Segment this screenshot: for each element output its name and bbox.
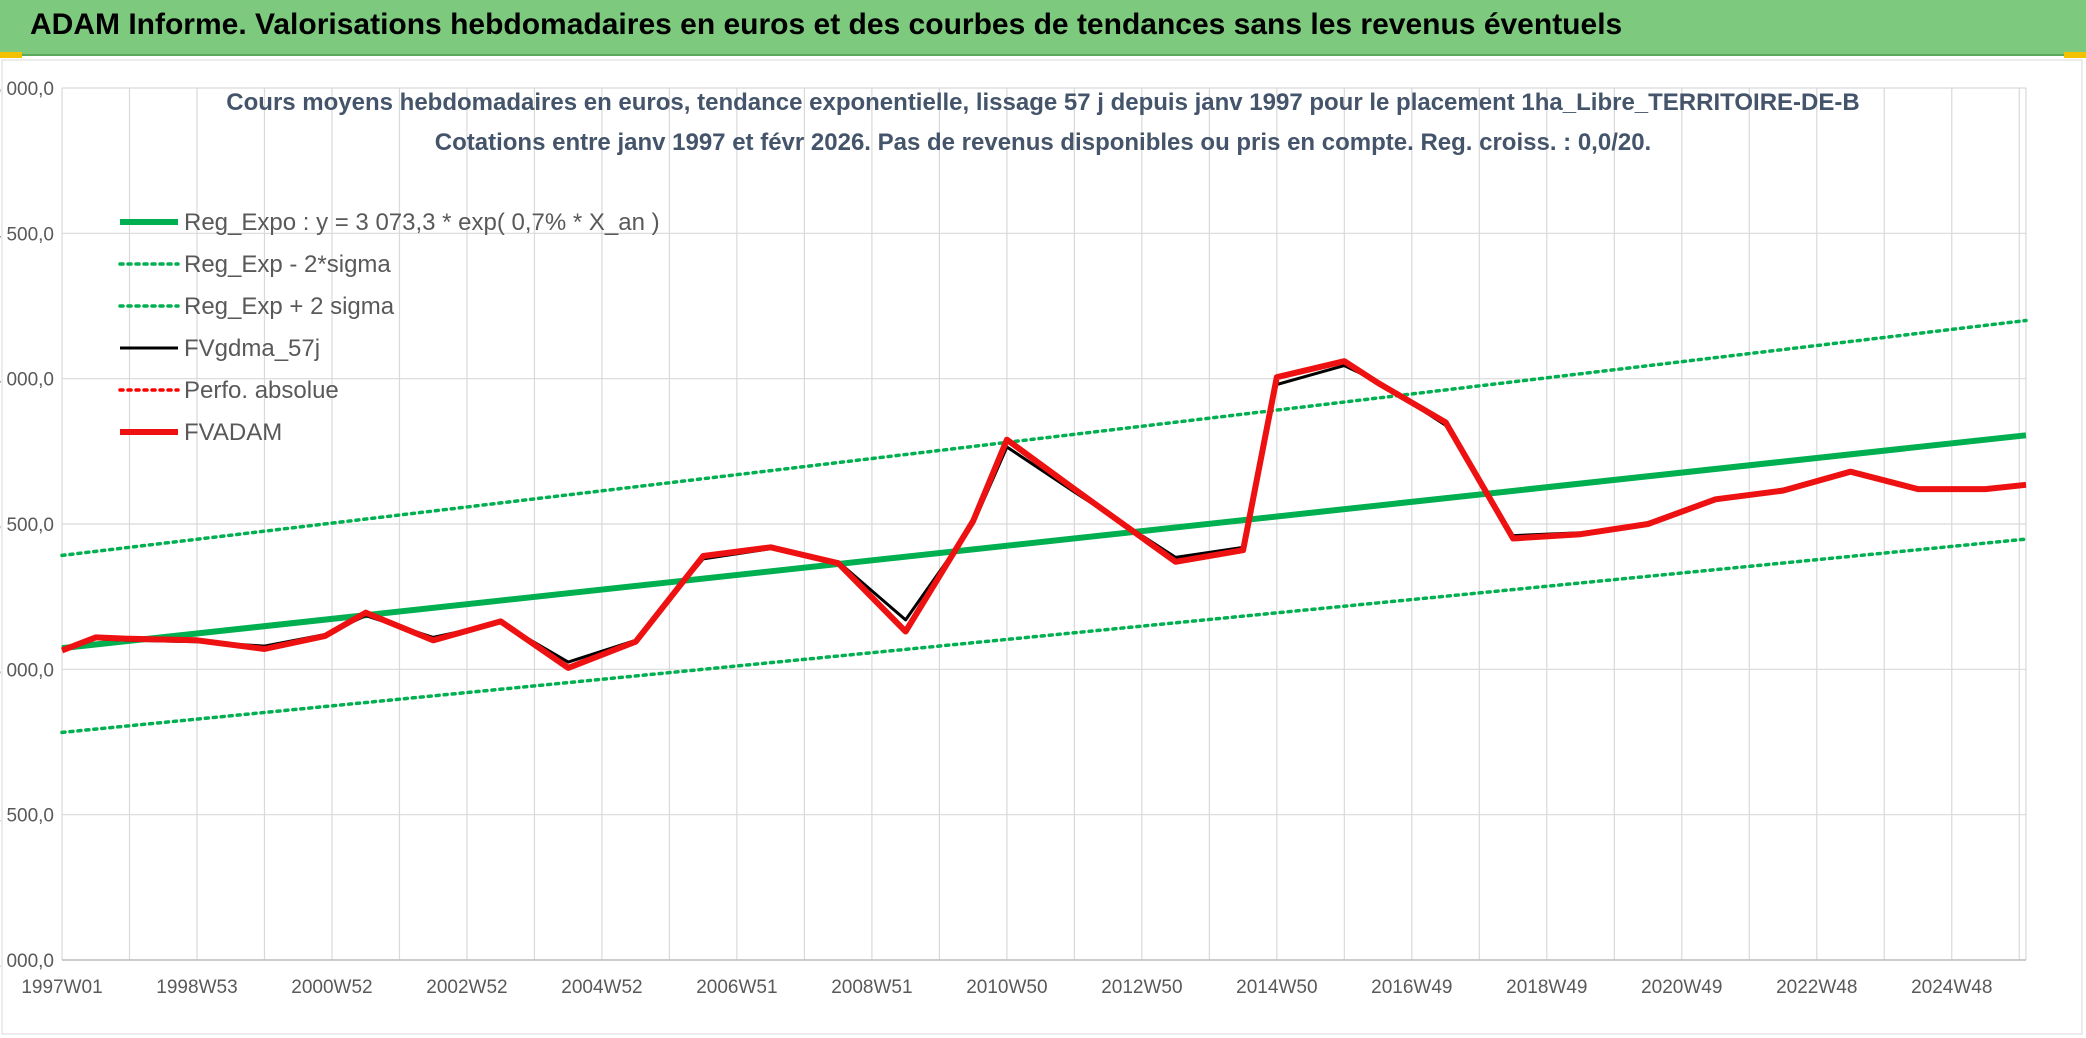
x-tick-label: 1997W01 [21,977,102,998]
legend-label: Reg_Exp + 2 sigma [184,293,395,320]
x-tick-label: 2018W49 [1506,977,1587,998]
series-line-5 [60,358,2027,671]
chart-subtitle: Cotations entre janv 1997 et févr 2026. … [435,129,1651,156]
grid-lines [61,87,2027,961]
series-lines [60,318,2028,735]
legend-label: Perfo. absolue [184,377,339,404]
x-tick-label: 2020W49 [1641,977,1722,998]
y-tick-label: 3 500,0 [0,515,54,536]
series-line-1 [60,537,2028,735]
x-tick-label: 1998W53 [156,977,237,998]
x-axis-tick-labels: 1997W01 1998W53 2000W52 2002W52 2004W52 2006W… [21,977,1992,998]
legend-label: Reg_Expo : y = 3 073,3 * exp( 0,7% * X_a… [184,209,660,236]
legend-label: FVgdma_57j [184,335,320,362]
series-line-0 [61,432,2027,652]
corner-mark-right [2064,52,2086,58]
y-tick-label: 4 000,0 [0,370,54,391]
chart-title: Cours moyens hebdomadaires en euros, ten… [226,89,1859,116]
y-tick-label: 5 000,0 [0,79,54,100]
chart-background [0,58,2086,1038]
x-tick-label: 2008W51 [831,977,912,998]
y-axis-tick-labels: 2 000,0 2 500,0 3 000,0 3 500,0 4 000,0 4 500… [0,79,54,972]
y-tick-label: 4 500,0 [0,224,54,245]
x-tick-label: 2000W52 [291,977,372,998]
header-title: ADAM Informe. Valorisations hebdomadaire… [30,8,1623,41]
x-tick-label: 2016W49 [1371,977,1452,998]
chart-border [1,59,2083,1035]
x-tick-label: 2014W50 [1236,977,1317,998]
y-tick-label: 3 000,0 [0,660,54,681]
x-tick-label: 2010W50 [966,977,1047,998]
x-tick-label: 2024W48 [1911,977,1992,998]
series-line-2 [60,318,2028,558]
corner-mark-left [0,52,22,58]
x-tick-label: 2004W52 [561,977,642,998]
legend-label: Reg_Exp - 2*sigma [184,251,391,278]
x-tick-label: 2006W51 [696,977,777,998]
y-tick-label: 2 500,0 [0,806,54,827]
x-tick-label: 2002W52 [426,977,507,998]
legend-label: FVADAM [184,419,282,446]
x-tick-label: 2012W50 [1101,977,1182,998]
header-bar: ADAM Informe. Valorisations hebdomadaire… [0,0,2086,56]
legend: Reg_Expo : y = 3 073,3 * exp( 0,7% * X_a… [118,209,660,446]
x-tick-label: 2022W48 [1776,977,1857,998]
y-tick-label: 2 000,0 [0,951,54,972]
